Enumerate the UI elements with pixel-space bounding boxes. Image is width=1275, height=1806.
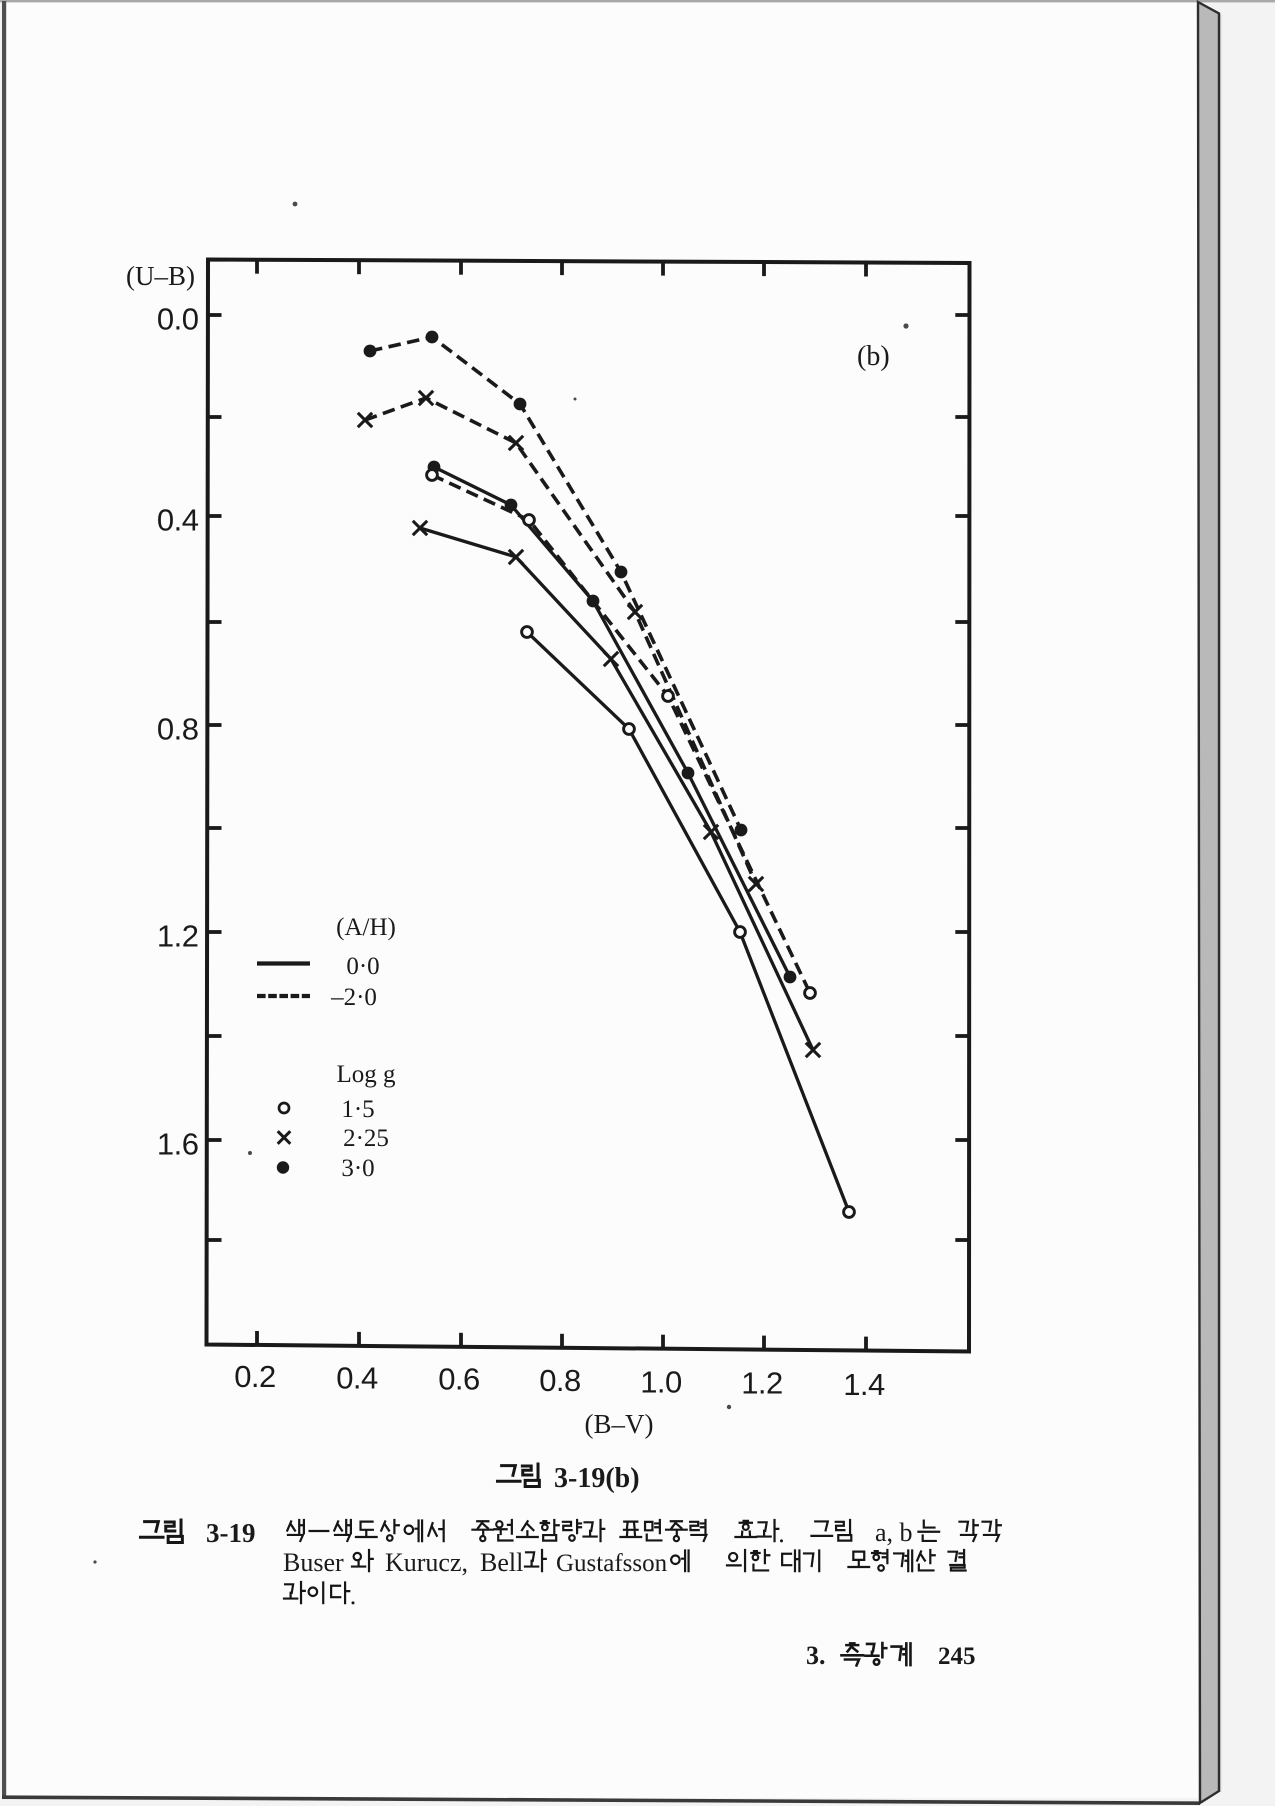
svg-text:1.4: 1.4 [843,1367,885,1402]
svg-text:3·0: 3·0 [341,1155,374,1182]
svg-text:(A/H): (A/H) [336,914,396,941]
svg-text:0.0: 0.0 [157,302,199,337]
svg-text:3.: 3. [806,1641,826,1670]
svg-text:(B–V): (B–V) [585,1409,654,1439]
svg-text:3-19(b): 3-19(b) [554,1463,640,1494]
svg-text:1.2: 1.2 [157,919,199,954]
svg-text:1.2: 1.2 [741,1366,783,1401]
svg-text:Gustafsson: Gustafsson [556,1550,668,1577]
svg-text:0·0: 0·0 [346,953,379,980]
svg-text:0.4: 0.4 [336,1360,378,1395]
svg-text:0.6: 0.6 [438,1362,480,1397]
svg-text:(b): (b) [857,341,890,372]
svg-text:1.0: 1.0 [640,1364,682,1399]
svg-text:245: 245 [938,1643,976,1670]
svg-text:2·25: 2·25 [343,1125,389,1152]
svg-text:0.4: 0.4 [157,503,199,538]
svg-text:0.2: 0.2 [234,1359,276,1394]
svg-text:a, b: a, b [875,1518,913,1547]
svg-text:(U–B): (U–B) [126,261,195,291]
svg-text:Bell: Bell [480,1548,523,1577]
svg-text:1.6: 1.6 [157,1127,199,1162]
svg-text:1·5: 1·5 [341,1096,374,1123]
svg-text:Kurucz,: Kurucz, [385,1548,468,1577]
svg-text:3-19: 3-19 [206,1518,256,1548]
svg-text:–2·0: –2·0 [330,984,377,1011]
svg-text:Buser: Buser [283,1548,344,1577]
svg-text:Log g: Log g [336,1061,396,1088]
svg-text:0.8: 0.8 [539,1363,581,1398]
svg-text:0.8: 0.8 [157,712,199,747]
